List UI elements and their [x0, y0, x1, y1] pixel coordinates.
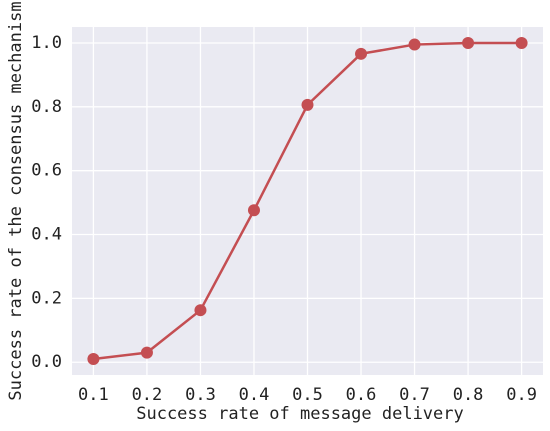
y-tick-label: 0.6 — [31, 161, 62, 181]
point — [355, 47, 368, 60]
x-tick-label: 0.3 — [185, 385, 216, 405]
point — [194, 304, 207, 317]
x-tick-label: 0.6 — [346, 385, 377, 405]
x-axis-label: Success rate of message delivery — [136, 404, 464, 424]
y-tick-label: 0.0 — [31, 352, 62, 372]
y-tick-label: 0.8 — [31, 97, 62, 117]
x-tick-label: 0.2 — [132, 385, 163, 405]
point — [515, 36, 528, 49]
x-tick-label: 0.8 — [453, 385, 484, 405]
y-tick-label: 0.2 — [31, 288, 62, 308]
x-tick-label: 0.4 — [239, 385, 270, 405]
x-tick-label: 0.7 — [399, 385, 430, 405]
x-tick-label: 0.9 — [506, 385, 537, 405]
point — [301, 98, 314, 111]
y-axis-label: Success rate of the consensus mechanism — [6, 1, 26, 400]
point — [140, 346, 153, 359]
point — [247, 204, 260, 217]
x-tick-label: 0.5 — [292, 385, 323, 405]
point — [87, 353, 100, 366]
x-tick-label: 0.1 — [78, 385, 109, 405]
y-tick-label: 1.0 — [31, 33, 62, 53]
y-tick-label: 0.4 — [31, 225, 62, 245]
point — [408, 38, 421, 51]
point — [462, 36, 475, 49]
